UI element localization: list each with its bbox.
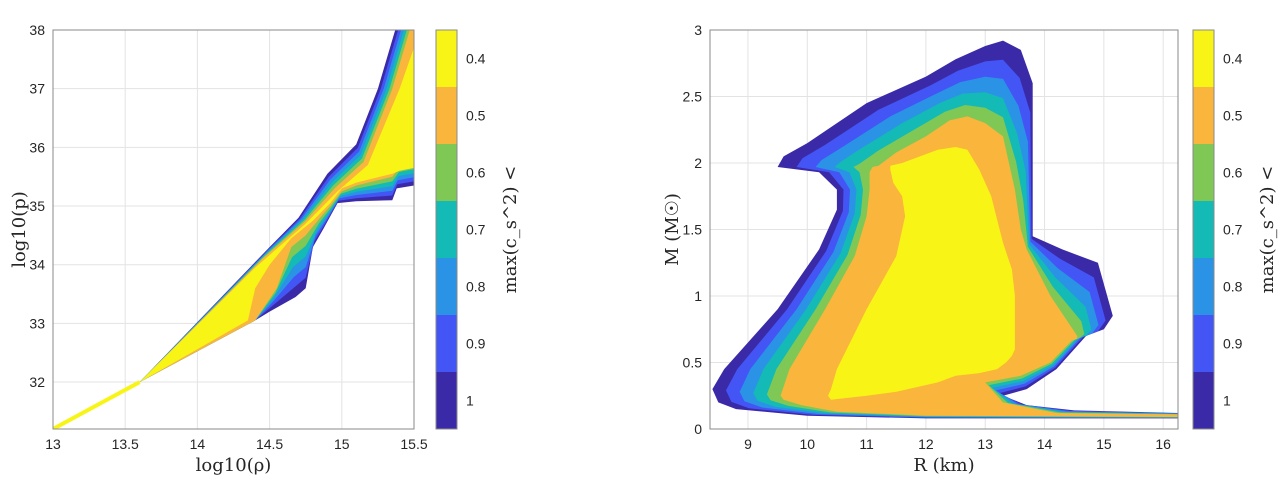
plot-area	[53, 30, 414, 429]
colorbar-band	[436, 87, 457, 145]
regions	[712, 40, 1178, 419]
colorbar-tick-label: 0.6	[1223, 165, 1243, 181]
x-tick-label: 14.5	[256, 436, 283, 452]
colorbar: 0.4 0.5 0.6 0.7 0.8 0.9 1 max(c_s^2) <	[435, 29, 521, 430]
y-tick-label: 35	[29, 198, 45, 214]
region-0.4	[828, 147, 1015, 400]
colorbar-tick-label: 0.7	[466, 222, 486, 238]
x-axis-label: log10(ρ)	[196, 455, 272, 476]
y-tick-label: 33	[29, 315, 45, 331]
x-tick-label: 13	[977, 436, 993, 452]
colorbar-label: max(c_s^2) <	[500, 166, 521, 294]
x-tick-label: 13	[45, 436, 61, 452]
x-tick-label: 13.5	[112, 436, 139, 452]
regions	[53, 30, 414, 429]
colorbar-band	[436, 315, 457, 373]
y-tick-label: 36	[29, 139, 45, 155]
colorbar-band	[1193, 144, 1214, 202]
x-axis-label: R (km)	[913, 455, 974, 476]
y-tick-label: 0.5	[683, 355, 703, 371]
y-tick-label: 38	[29, 22, 45, 38]
x-tick-label: 15.5	[400, 436, 427, 452]
colorbar-tick-label: 0.9	[466, 336, 486, 352]
y-tick-label: 34	[29, 257, 45, 273]
x-tick-label: 12	[918, 436, 934, 452]
colorbar-band	[436, 201, 457, 259]
colorbar-band	[436, 372, 457, 430]
colorbar-tick-label: 1	[466, 393, 474, 409]
colorbar-tick-label: 0.4	[466, 51, 486, 67]
y-tick-label: 32	[29, 374, 45, 390]
colorbar-tick-label: 0.5	[466, 108, 486, 124]
y-axis-label: log10(p)	[9, 191, 30, 268]
chart-1: 13 13.5 14 14.5 15 15.5 32 33 34 35 36 37 38 log10(ρ)…	[9, 22, 521, 476]
colorbar-tick-label: 0.9	[1223, 336, 1243, 352]
colorbar-band	[436, 30, 457, 88]
region-0.4-line	[53, 380, 141, 429]
colorbar-label: max(c_s^2) <	[1257, 166, 1278, 294]
colorbar-band	[1193, 30, 1214, 88]
colorbar-band	[436, 258, 457, 316]
colorbar-band	[436, 144, 457, 202]
x-tick-label: 11	[859, 436, 874, 452]
colorbar-tick-label: 0.8	[1223, 279, 1243, 295]
colorbar: 0.4 0.5 0.6 0.7 0.8 0.9 1 max(c_s^2) <	[1192, 29, 1278, 430]
x-tick-label: 14	[190, 436, 206, 452]
y-tick-label: 3	[694, 22, 702, 38]
colorbar-tick-label: 0.8	[466, 279, 486, 295]
chart-2: 9 10 11 12 13 14 15 16 0 0.5 1 1.5 2 2.5 3 R (km) M (M☉)…	[662, 22, 1278, 476]
axes-frame	[709, 29, 1179, 430]
colorbar-frame	[435, 29, 458, 430]
colorbar-band	[1193, 315, 1214, 373]
x-tick-label: 16	[1155, 436, 1171, 452]
y-tick-label: 0	[694, 421, 702, 437]
y-tick-label: 2	[694, 155, 702, 171]
region-1	[139, 30, 414, 383]
y-tick-label: 1	[694, 288, 702, 304]
colorbar-tick-label: 0.5	[1223, 108, 1243, 124]
colorbar-tick-label: 0.7	[1223, 222, 1243, 238]
colorbar-band	[1193, 201, 1214, 259]
y-tick-label: 1.5	[683, 222, 703, 238]
colorbar-frame	[1192, 29, 1215, 430]
x-tick-label: 15	[334, 436, 350, 452]
y-tick-label: 37	[29, 81, 45, 97]
colorbar-band	[1193, 372, 1214, 430]
x-tick-label: 10	[799, 436, 815, 452]
axes-frame	[52, 29, 415, 430]
colorbar-band	[1193, 258, 1214, 316]
colorbar-tick-label: 0.4	[1223, 51, 1243, 67]
y-tick-label: 2.5	[683, 89, 703, 105]
colorbar-tick-label: 0.6	[466, 165, 486, 181]
colorbar-band	[1193, 87, 1214, 145]
x-tick-label: 15	[1096, 436, 1112, 452]
x-tick-label: 14	[1037, 436, 1053, 452]
y-axis-label: M (M☉)	[662, 193, 683, 266]
colorbar-tick-label: 1	[1223, 393, 1231, 409]
x-tick-label: 9	[744, 436, 752, 452]
